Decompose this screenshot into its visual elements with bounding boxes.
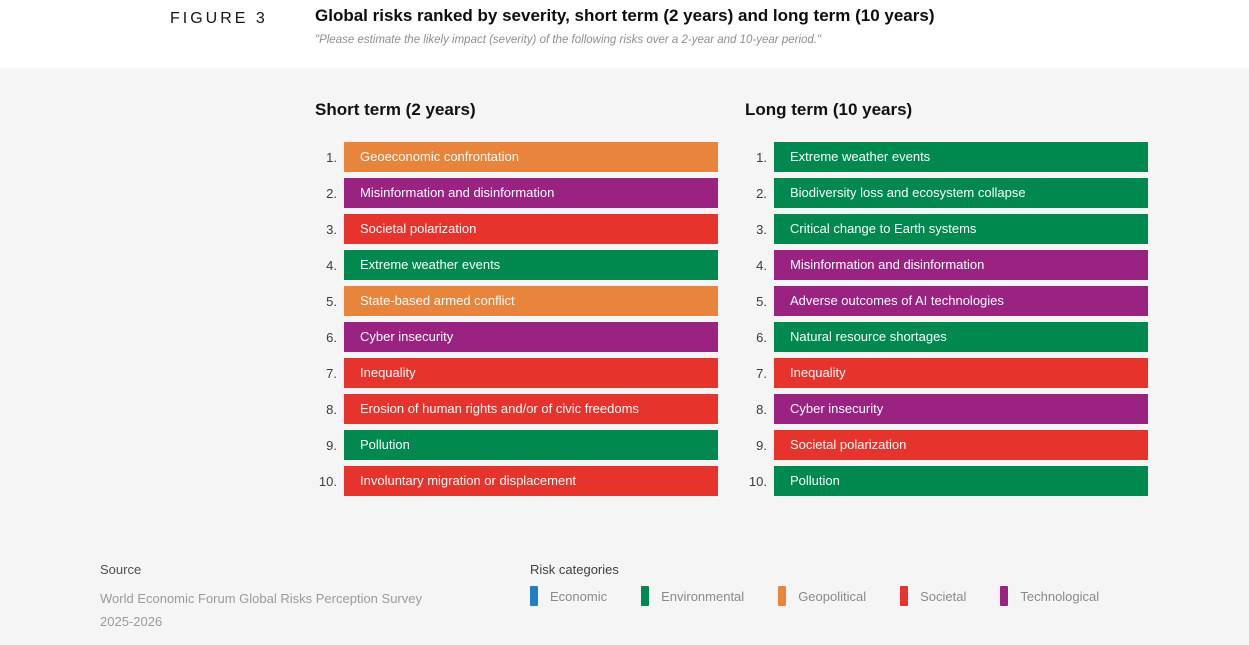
risk-bar: Extreme weather events [344,250,718,280]
risk-bar: Involuntary migration or displacement [344,466,718,496]
risk-bar: Inequality [344,358,718,388]
rank-number: 3. [326,221,337,237]
figure-header: FIGURE 3 Global risks ranked by severity… [0,0,1249,68]
rank-number: 4. [756,257,767,273]
source-text-line1: World Economic Forum Global Risks Percep… [100,591,422,606]
short-term-heading: Short term (2 years) [315,100,476,119]
legend-swatch [641,586,650,606]
legend-item-societal: Societal [900,586,966,606]
rank-row: 8. Cyber insecurity [745,394,1148,424]
risk-bar: Critical change to Earth systems [774,214,1148,244]
rank-row: 4. Misinformation and disinformation [745,250,1148,280]
legend-label: Geopolitical [798,588,867,604]
legend-label: Societal [920,588,967,604]
rank-row: 5. State-based armed conflict [315,286,718,316]
figure-number-label: FIGURE 3 [170,10,268,27]
rank-number: 10. [318,473,337,489]
risk-bar: Extreme weather events [774,142,1148,172]
risk-bar: Societal polarization [344,214,718,244]
legend-item-geopolitical: Geopolitical [778,586,866,606]
rank-row: 3. Critical change to Earth systems [745,214,1148,244]
rank-row: 1. Geoeconomic confrontation [315,142,718,172]
rank-row: 5. Adverse outcomes of AI technologies [745,286,1148,316]
rank-row: 3. Societal polarization [315,214,718,244]
legend-swatch [530,586,538,606]
legend-item-economic: Economic [530,586,607,606]
rank-row: 7. Inequality [745,358,1148,388]
rank-number: 7. [756,365,767,381]
risk-bar: Societal polarization [774,430,1148,460]
source-block: Source World Economic Forum Global Risks… [100,562,422,633]
legend-swatch [900,586,909,606]
rank-number: 2. [326,185,337,201]
chart-area: Short term (2 years) 1. Geoeconomic confr… [0,68,1249,645]
rank-number: 9. [756,437,767,453]
rank-row: 10. Pollution [745,466,1148,496]
risk-bar: Pollution [774,466,1148,496]
rank-number: 3. [756,221,767,237]
risk-bar: Geoeconomic confrontation [344,142,718,172]
risk-bar: Misinformation and disinformation [774,250,1148,280]
legend-label: Economic [550,588,608,604]
rank-number: 5. [756,293,767,309]
risk-bar: State-based armed conflict [344,286,718,316]
rank-row: 6. Natural resource shortages [745,322,1148,352]
rank-row: 2. Biodiversity loss and ecosystem collap… [745,178,1148,208]
rank-row: 7. Inequality [315,358,718,388]
risk-bar: Erosion of human rights and/or of civic … [344,394,718,424]
legend-items: Economic Environmental Geopolitical Societa… [530,586,1099,606]
source-text-line2: 2025-2026 [100,614,163,629]
short-term-rank-list: 1. Geoeconomic confrontation 2. Misinformat… [315,142,718,496]
legend-item-environmental: Environmental [641,586,744,606]
figure-title: Global risks ranked by severity, short t… [315,6,935,25]
rank-row: 4. Extreme weather events [315,250,718,280]
rank-row: 6. Cyber insecurity [315,322,718,352]
risk-bar: Misinformation and disinformation [344,178,718,208]
risk-bar: Cyber insecurity [774,394,1148,424]
long-term-column: Long term (10 years) 1. Extreme weather e… [745,100,1148,502]
rank-row: 1. Extreme weather events [745,142,1148,172]
rank-number: 7. [326,365,337,381]
rank-row: 9. Societal polarization [745,430,1148,460]
rank-row: 2. Misinformation and disinformation [315,178,718,208]
rank-number: 8. [756,401,767,417]
risk-bar: Natural resource shortages [774,322,1148,352]
legend-item-technological: Technological [1000,586,1099,606]
legend-label: Technological [1020,588,1100,604]
risk-bar: Biodiversity loss and ecosystem collapse [774,178,1148,208]
risk-bar: Adverse outcomes of AI technologies [774,286,1148,316]
title-block: Global risks ranked by severity, short t… [315,6,935,46]
rank-number: 6. [326,329,337,345]
rank-number: 4. [326,257,337,273]
rank-number: 8. [326,401,337,417]
short-term-column: Short term (2 years) 1. Geoeconomic confr… [315,100,718,502]
long-term-heading: Long term (10 years) [745,100,913,119]
risk-bar: Inequality [774,358,1148,388]
legend-title: Risk categories [530,562,619,577]
rank-number: 2. [756,185,767,201]
rank-number: 10. [748,473,767,489]
rank-number: 1. [326,149,337,165]
rank-row: 8. Erosion of human rights and/or of civi… [315,394,718,424]
rank-number: 1. [756,149,767,165]
source-label: Source [100,562,142,577]
rank-row: 9. Pollution [315,430,718,460]
risk-bar: Cyber insecurity [344,322,718,352]
legend-swatch [778,586,787,606]
rank-number: 9. [326,437,337,453]
legend-label: Environmental [661,588,745,604]
legend-block: Risk categories Economic Environmental Geo… [530,562,1099,606]
risk-bar: Pollution [344,430,718,460]
legend-swatch [1000,586,1009,606]
rank-row: 10. Involuntary migration or displacement [315,466,718,496]
rank-number: 5. [326,293,337,309]
figure-subtitle: "Please estimate the likely impact (seve… [315,34,822,46]
long-term-rank-list: 1. Extreme weather events 2. Biodiversity l… [745,142,1148,496]
rank-number: 6. [756,329,767,345]
